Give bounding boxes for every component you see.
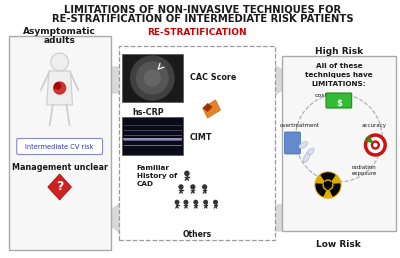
- Wedge shape: [325, 180, 331, 185]
- Circle shape: [368, 138, 383, 152]
- FancyBboxPatch shape: [17, 139, 102, 155]
- Text: Others: Others: [182, 230, 211, 239]
- FancyBboxPatch shape: [326, 93, 352, 108]
- FancyArrow shape: [101, 201, 306, 235]
- Text: Management unclear: Management unclear: [12, 163, 108, 172]
- FancyBboxPatch shape: [119, 46, 275, 240]
- Ellipse shape: [299, 142, 308, 148]
- Circle shape: [51, 53, 68, 71]
- Wedge shape: [328, 184, 333, 190]
- Circle shape: [364, 134, 386, 156]
- Circle shape: [371, 141, 379, 149]
- Circle shape: [55, 83, 61, 89]
- Text: radiation
exposure: radiation exposure: [352, 165, 377, 176]
- Text: RE-STRATIFICATION: RE-STRATIFICATION: [147, 28, 246, 37]
- Polygon shape: [47, 71, 72, 105]
- Text: LIMITATIONS:: LIMITATIONS:: [312, 81, 366, 87]
- Circle shape: [204, 200, 208, 204]
- Wedge shape: [323, 184, 328, 190]
- Circle shape: [214, 200, 217, 204]
- Circle shape: [184, 200, 188, 204]
- Ellipse shape: [306, 148, 314, 156]
- Text: ?: ?: [56, 180, 63, 192]
- Polygon shape: [48, 174, 72, 200]
- Circle shape: [136, 62, 168, 94]
- Text: adults: adults: [44, 36, 76, 45]
- Text: cost: cost: [314, 93, 328, 98]
- Wedge shape: [328, 184, 340, 196]
- Polygon shape: [203, 103, 212, 112]
- Wedge shape: [321, 173, 335, 185]
- Text: Asymptomatic: Asymptomatic: [23, 27, 96, 36]
- Text: All of these: All of these: [316, 63, 362, 69]
- Circle shape: [315, 172, 341, 198]
- FancyBboxPatch shape: [122, 54, 183, 102]
- FancyArrow shape: [99, 63, 294, 97]
- FancyBboxPatch shape: [122, 117, 183, 155]
- Circle shape: [203, 185, 206, 189]
- Circle shape: [194, 200, 198, 204]
- Text: techniques have: techniques have: [305, 72, 373, 78]
- Text: CAC Score: CAC Score: [190, 74, 236, 83]
- Text: Low Risk: Low Risk: [316, 240, 361, 249]
- FancyBboxPatch shape: [284, 132, 300, 154]
- Circle shape: [54, 82, 66, 94]
- Circle shape: [131, 56, 174, 100]
- FancyBboxPatch shape: [282, 56, 396, 231]
- FancyBboxPatch shape: [9, 36, 111, 250]
- Text: CIMT: CIMT: [190, 133, 212, 141]
- Circle shape: [179, 185, 183, 189]
- Text: hs-CRP: hs-CRP: [133, 108, 164, 117]
- Circle shape: [324, 181, 332, 189]
- Circle shape: [374, 143, 377, 147]
- Text: Familiar
History of
CAD: Familiar History of CAD: [136, 165, 177, 187]
- Text: $: $: [336, 99, 342, 108]
- Text: accuracy: accuracy: [362, 123, 387, 128]
- Text: Intermediate CV risk: Intermediate CV risk: [25, 144, 94, 150]
- Text: LIMITATIONS OF NON-INVASIVE TECHNIQUES FOR: LIMITATIONS OF NON-INVASIVE TECHNIQUES F…: [64, 5, 341, 15]
- Circle shape: [324, 181, 332, 189]
- Circle shape: [185, 171, 189, 175]
- Text: High Risk: High Risk: [315, 47, 363, 56]
- Circle shape: [144, 70, 160, 86]
- Text: overtreatment: overtreatment: [279, 123, 319, 128]
- Ellipse shape: [303, 154, 310, 163]
- Circle shape: [191, 185, 195, 189]
- Circle shape: [175, 200, 179, 204]
- Wedge shape: [316, 184, 328, 196]
- Text: RE-STRATIFICATION OF INTERMEDIATE RISK PATIENTS: RE-STRATIFICATION OF INTERMEDIATE RISK P…: [52, 14, 354, 24]
- Polygon shape: [203, 100, 220, 118]
